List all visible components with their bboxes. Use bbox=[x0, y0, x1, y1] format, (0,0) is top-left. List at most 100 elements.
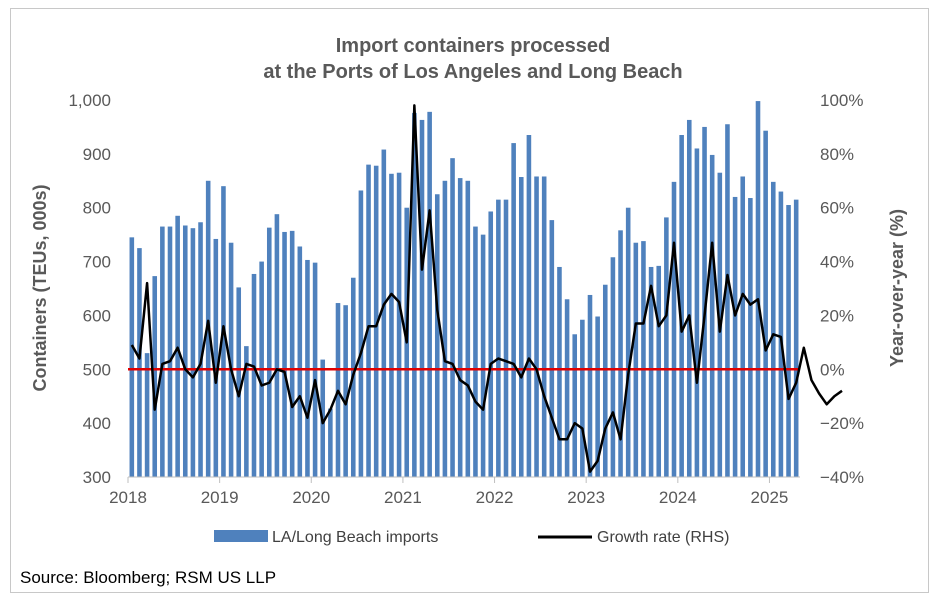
bar bbox=[496, 199, 501, 477]
bar bbox=[473, 226, 478, 477]
bar bbox=[602, 284, 608, 477]
bar bbox=[343, 305, 348, 477]
bar bbox=[725, 124, 730, 478]
bar bbox=[572, 334, 578, 477]
y2-tick-label: 40% bbox=[820, 253, 854, 272]
bar bbox=[389, 173, 394, 477]
bar bbox=[557, 266, 562, 477]
bar bbox=[633, 242, 639, 477]
bar bbox=[763, 130, 768, 477]
y2-tick-label: −20% bbox=[820, 414, 864, 433]
bar bbox=[427, 111, 432, 477]
bar bbox=[434, 194, 440, 477]
y2-tick-label: 100% bbox=[820, 91, 863, 110]
bar bbox=[541, 176, 547, 478]
y2-tick-label: 80% bbox=[820, 145, 854, 164]
bar bbox=[656, 265, 662, 477]
x-tick-label: 2018 bbox=[109, 488, 147, 507]
bar bbox=[182, 225, 188, 477]
y2-tick-label: 60% bbox=[820, 199, 854, 218]
bar bbox=[274, 214, 280, 477]
chart-title-line-2: at the Ports of Los Angeles and Long Bea… bbox=[263, 61, 682, 83]
bar bbox=[694, 148, 700, 477]
bar bbox=[465, 180, 471, 478]
x-tick-label: 2025 bbox=[751, 488, 789, 507]
bar bbox=[396, 172, 402, 477]
bar bbox=[671, 181, 677, 478]
bar bbox=[244, 346, 249, 477]
legend-bar-swatch bbox=[214, 530, 268, 542]
bar bbox=[488, 211, 494, 478]
bar bbox=[457, 178, 463, 477]
bar bbox=[641, 241, 646, 477]
left-y-axis-title: Containers (TEUs, 000s) bbox=[30, 184, 50, 391]
y-tick-label: 300 bbox=[83, 468, 111, 487]
bar bbox=[236, 287, 242, 477]
bar bbox=[755, 101, 761, 477]
legend: LA/Long Beach imports Growth rate (RHS) bbox=[214, 529, 729, 546]
source-note: Source: Bloomberg; RSM US LLP bbox=[20, 568, 276, 587]
x-tick-label: 2020 bbox=[292, 488, 330, 507]
right-y-axis: −40% −20% 0% 20% 40% 60% 80% 100% bbox=[820, 91, 864, 487]
legend-bars-label: LA/Long Beach imports bbox=[272, 529, 438, 546]
left-y-axis: 300 400 500 600 700 800 900 1,000 bbox=[68, 91, 111, 487]
bar bbox=[175, 215, 180, 478]
y2-tick-label: −40% bbox=[820, 468, 864, 487]
bar bbox=[251, 273, 257, 477]
y2-tick-label: 0% bbox=[820, 360, 845, 379]
bar bbox=[480, 234, 486, 477]
bar bbox=[358, 190, 364, 478]
bar bbox=[580, 319, 585, 477]
bar bbox=[518, 177, 524, 477]
bar bbox=[595, 316, 600, 477]
y-tick-label: 1,000 bbox=[68, 91, 111, 110]
y-tick-label: 900 bbox=[83, 145, 111, 164]
bar bbox=[732, 196, 738, 477]
legend-line-label: Growth rate (RHS) bbox=[597, 529, 729, 546]
bar bbox=[618, 230, 623, 477]
x-tick-label: 2019 bbox=[201, 488, 239, 507]
chart-frame bbox=[10, 8, 929, 593]
bar bbox=[228, 242, 234, 477]
y-tick-label: 400 bbox=[83, 414, 111, 433]
x-axis: 2018 2019 2020 2021 2022 2023 2024 2025 bbox=[109, 476, 800, 507]
bar bbox=[137, 248, 142, 477]
bar bbox=[213, 238, 219, 477]
bar bbox=[793, 199, 799, 477]
bar bbox=[709, 154, 715, 477]
bar bbox=[778, 191, 784, 477]
bar bbox=[686, 119, 692, 478]
y-tick-label: 600 bbox=[83, 306, 111, 325]
bar bbox=[152, 276, 158, 477]
bar bbox=[442, 180, 448, 478]
bar bbox=[648, 266, 654, 477]
bar bbox=[282, 231, 287, 477]
right-y-axis-title: Year-over-year (%) bbox=[887, 209, 907, 367]
bar bbox=[297, 246, 303, 477]
bar bbox=[419, 119, 425, 478]
x-tick-label: 2023 bbox=[567, 488, 605, 507]
bar bbox=[144, 353, 150, 477]
bar bbox=[167, 226, 173, 477]
y2-tick-label: 20% bbox=[820, 306, 854, 325]
bar bbox=[373, 165, 379, 477]
bar bbox=[450, 158, 455, 478]
x-tick-label: 2022 bbox=[476, 488, 514, 507]
bar bbox=[786, 205, 791, 477]
bar bbox=[610, 257, 616, 477]
bar bbox=[511, 143, 516, 477]
bar bbox=[587, 294, 593, 477]
growth-rate-line bbox=[130, 104, 843, 473]
bar bbox=[702, 126, 707, 478]
bar bbox=[664, 217, 669, 477]
bar bbox=[129, 237, 135, 477]
bar bbox=[503, 199, 509, 477]
bar bbox=[748, 198, 753, 477]
bar bbox=[534, 176, 539, 478]
bar bbox=[770, 181, 776, 478]
x-tick-label: 2024 bbox=[659, 488, 697, 507]
bar bbox=[625, 207, 631, 477]
y-tick-label: 800 bbox=[83, 199, 111, 218]
bar bbox=[190, 228, 196, 477]
